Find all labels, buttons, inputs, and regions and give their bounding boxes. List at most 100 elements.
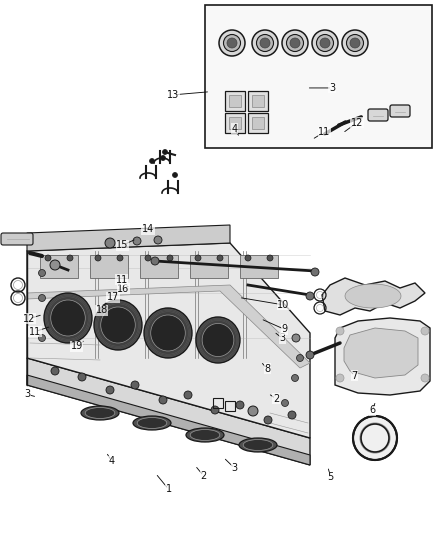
Polygon shape (27, 225, 230, 251)
Ellipse shape (320, 38, 330, 48)
Bar (225, 113, 245, 133)
Ellipse shape (282, 30, 308, 56)
Ellipse shape (257, 35, 273, 52)
Circle shape (39, 335, 46, 342)
Circle shape (39, 270, 46, 277)
Bar (252, 117, 264, 129)
Circle shape (336, 374, 344, 382)
Ellipse shape (260, 38, 270, 48)
Polygon shape (27, 375, 310, 465)
Circle shape (195, 255, 201, 261)
Circle shape (162, 149, 167, 155)
Circle shape (117, 255, 123, 261)
Text: 3: 3 (329, 83, 335, 93)
Ellipse shape (317, 35, 333, 52)
Circle shape (267, 255, 273, 261)
FancyBboxPatch shape (1, 233, 33, 245)
Circle shape (154, 236, 162, 244)
Text: 12: 12 (23, 314, 35, 324)
Bar (252, 95, 264, 107)
Circle shape (105, 238, 115, 248)
Bar (229, 95, 241, 107)
Ellipse shape (151, 315, 185, 351)
Ellipse shape (196, 317, 240, 363)
Polygon shape (140, 255, 178, 278)
Bar (248, 113, 268, 133)
Circle shape (131, 381, 139, 389)
Text: 10: 10 (277, 300, 290, 310)
Circle shape (353, 416, 397, 460)
Bar (213, 398, 223, 408)
Circle shape (211, 406, 219, 414)
Text: 15: 15 (117, 240, 129, 250)
Ellipse shape (137, 417, 167, 429)
Ellipse shape (219, 30, 245, 56)
Text: 5: 5 (328, 472, 334, 482)
Text: 17: 17 (107, 293, 119, 302)
Circle shape (421, 327, 429, 335)
Polygon shape (240, 255, 278, 278)
Text: 16: 16 (117, 284, 130, 294)
Circle shape (149, 158, 155, 164)
Text: 3: 3 (24, 390, 30, 399)
Polygon shape (190, 255, 228, 278)
Circle shape (145, 255, 151, 261)
Text: 4: 4 (231, 124, 237, 134)
Ellipse shape (186, 428, 224, 442)
Text: 2: 2 (273, 394, 279, 403)
Ellipse shape (346, 35, 364, 52)
Text: 11: 11 (318, 127, 330, 137)
Ellipse shape (252, 30, 278, 56)
Circle shape (95, 255, 101, 261)
Circle shape (167, 255, 173, 261)
Circle shape (311, 268, 319, 276)
Bar (225, 401, 235, 411)
Ellipse shape (81, 406, 119, 420)
Polygon shape (27, 358, 310, 465)
Ellipse shape (243, 440, 273, 450)
Circle shape (248, 406, 258, 416)
Ellipse shape (286, 35, 304, 52)
Bar (229, 117, 241, 129)
Circle shape (306, 292, 314, 300)
Polygon shape (335, 318, 430, 395)
Circle shape (292, 334, 300, 342)
Text: 3: 3 (231, 463, 237, 473)
Polygon shape (322, 278, 425, 315)
Circle shape (282, 400, 289, 407)
Circle shape (106, 386, 114, 394)
Circle shape (236, 401, 244, 409)
Text: 6: 6 (369, 406, 375, 415)
Circle shape (306, 351, 314, 359)
Text: 12: 12 (351, 118, 363, 127)
Circle shape (50, 260, 60, 270)
Circle shape (151, 257, 159, 265)
Circle shape (39, 295, 46, 302)
Text: 18: 18 (95, 305, 108, 315)
Circle shape (78, 373, 86, 381)
Text: 11: 11 (29, 327, 41, 336)
Bar (205, 5, 432, 148)
Ellipse shape (133, 416, 171, 430)
Polygon shape (344, 328, 418, 378)
Text: 2: 2 (201, 471, 207, 481)
Ellipse shape (239, 438, 277, 452)
Ellipse shape (85, 408, 115, 418)
Circle shape (67, 255, 73, 261)
Text: 13: 13 (167, 90, 179, 100)
Ellipse shape (202, 324, 234, 357)
Text: 1: 1 (166, 484, 172, 494)
Polygon shape (90, 255, 128, 278)
Ellipse shape (144, 308, 192, 358)
Text: 9: 9 (282, 325, 288, 334)
Ellipse shape (94, 300, 142, 350)
Circle shape (173, 173, 177, 177)
Ellipse shape (44, 293, 92, 343)
Ellipse shape (350, 38, 360, 48)
Text: 8: 8 (264, 364, 270, 374)
Circle shape (421, 374, 429, 382)
Polygon shape (40, 255, 78, 278)
Circle shape (245, 255, 251, 261)
Circle shape (297, 354, 304, 361)
Ellipse shape (101, 307, 135, 343)
